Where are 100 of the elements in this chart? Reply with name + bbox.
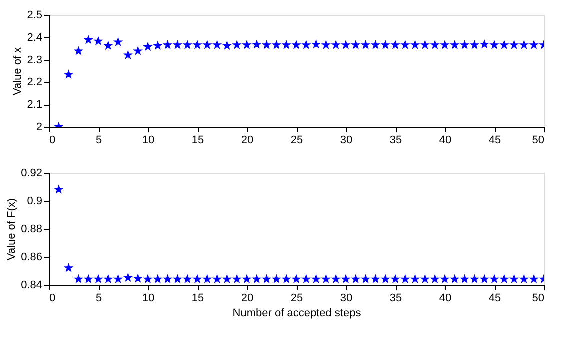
point [84, 36, 93, 44]
y-tick-label: 0.9 [27, 196, 42, 208]
point [262, 40, 271, 49]
x-tick-label: 0 [50, 134, 56, 146]
point [421, 40, 430, 49]
point [510, 275, 518, 283]
point [252, 275, 261, 283]
point [124, 51, 132, 59]
y-tick-label: 0.88 [21, 224, 42, 236]
point [391, 275, 400, 283]
point [54, 186, 63, 194]
point [223, 42, 232, 50]
point [322, 40, 330, 49]
point [470, 275, 479, 283]
point [401, 275, 410, 283]
x-tick-label: 15 [192, 292, 204, 304]
x-tick-label: 50 [532, 134, 544, 146]
point [431, 275, 440, 283]
point [233, 40, 242, 49]
point [401, 40, 410, 49]
point [114, 275, 122, 283]
point [203, 40, 212, 49]
point [440, 40, 450, 49]
point [213, 40, 222, 49]
point [342, 40, 350, 49]
point [184, 275, 192, 283]
point [174, 275, 182, 283]
point [193, 275, 202, 283]
point [372, 40, 380, 49]
point [134, 47, 142, 55]
point [391, 40, 400, 49]
point [460, 275, 469, 283]
point [64, 264, 73, 272]
y-tick-label: 2.1 [27, 99, 42, 112]
point [382, 275, 390, 283]
point [84, 275, 93, 283]
x-tick-label: 25 [290, 292, 304, 304]
x-tick-label: 5 [96, 134, 102, 146]
point [431, 40, 440, 49]
x-tick-label: 35 [390, 292, 402, 304]
point [94, 275, 103, 283]
point [490, 40, 499, 49]
y-axis-title: Value of F(x) [6, 198, 18, 261]
point [372, 275, 380, 283]
y-tick-label: 2.5 [27, 10, 42, 22]
x-tick-label: 20 [241, 292, 254, 304]
point [302, 275, 310, 283]
point [332, 40, 340, 49]
y-tick-label: 2.3 [27, 54, 42, 66]
point [302, 40, 310, 49]
point [292, 40, 301, 49]
x-tick-label: 40 [439, 292, 452, 304]
point [233, 275, 242, 283]
point [530, 40, 538, 49]
point [74, 275, 83, 283]
point [144, 42, 152, 51]
x-tick-label: 30 [340, 292, 353, 304]
point [322, 275, 330, 283]
point [144, 275, 152, 283]
point [134, 274, 142, 282]
x-tick-label: 15 [192, 134, 204, 146]
point [242, 275, 252, 283]
point [174, 40, 182, 49]
point [411, 40, 420, 49]
point [362, 275, 370, 283]
point [490, 275, 499, 283]
x-tick-label: 45 [488, 292, 502, 304]
point [510, 40, 518, 49]
x-tick-label: 50 [532, 292, 544, 304]
point [104, 42, 112, 50]
point [184, 40, 192, 49]
point [213, 275, 222, 283]
point [312, 40, 320, 48]
point [114, 38, 122, 46]
x-tick-label: 30 [340, 134, 353, 146]
point [362, 40, 370, 49]
point [312, 275, 320, 283]
point [104, 275, 112, 283]
point [450, 40, 459, 49]
point [74, 47, 83, 55]
point [252, 40, 261, 48]
point [450, 275, 459, 283]
point [500, 40, 508, 49]
y-axis-title: Value of x [12, 46, 24, 96]
x-tick-label: 0 [50, 292, 56, 304]
point [332, 275, 340, 283]
point [154, 275, 162, 283]
point [411, 275, 420, 283]
x-tick-label: 40 [439, 134, 452, 146]
point [124, 274, 132, 282]
point [480, 40, 489, 48]
point [282, 40, 291, 49]
point [470, 40, 479, 49]
point [154, 42, 162, 50]
x-tick-label: 25 [290, 134, 304, 146]
x-tick-label: 20 [241, 134, 254, 146]
point [164, 40, 172, 49]
point [530, 275, 538, 283]
point [480, 275, 489, 283]
x-tick-label: 5 [96, 292, 102, 304]
